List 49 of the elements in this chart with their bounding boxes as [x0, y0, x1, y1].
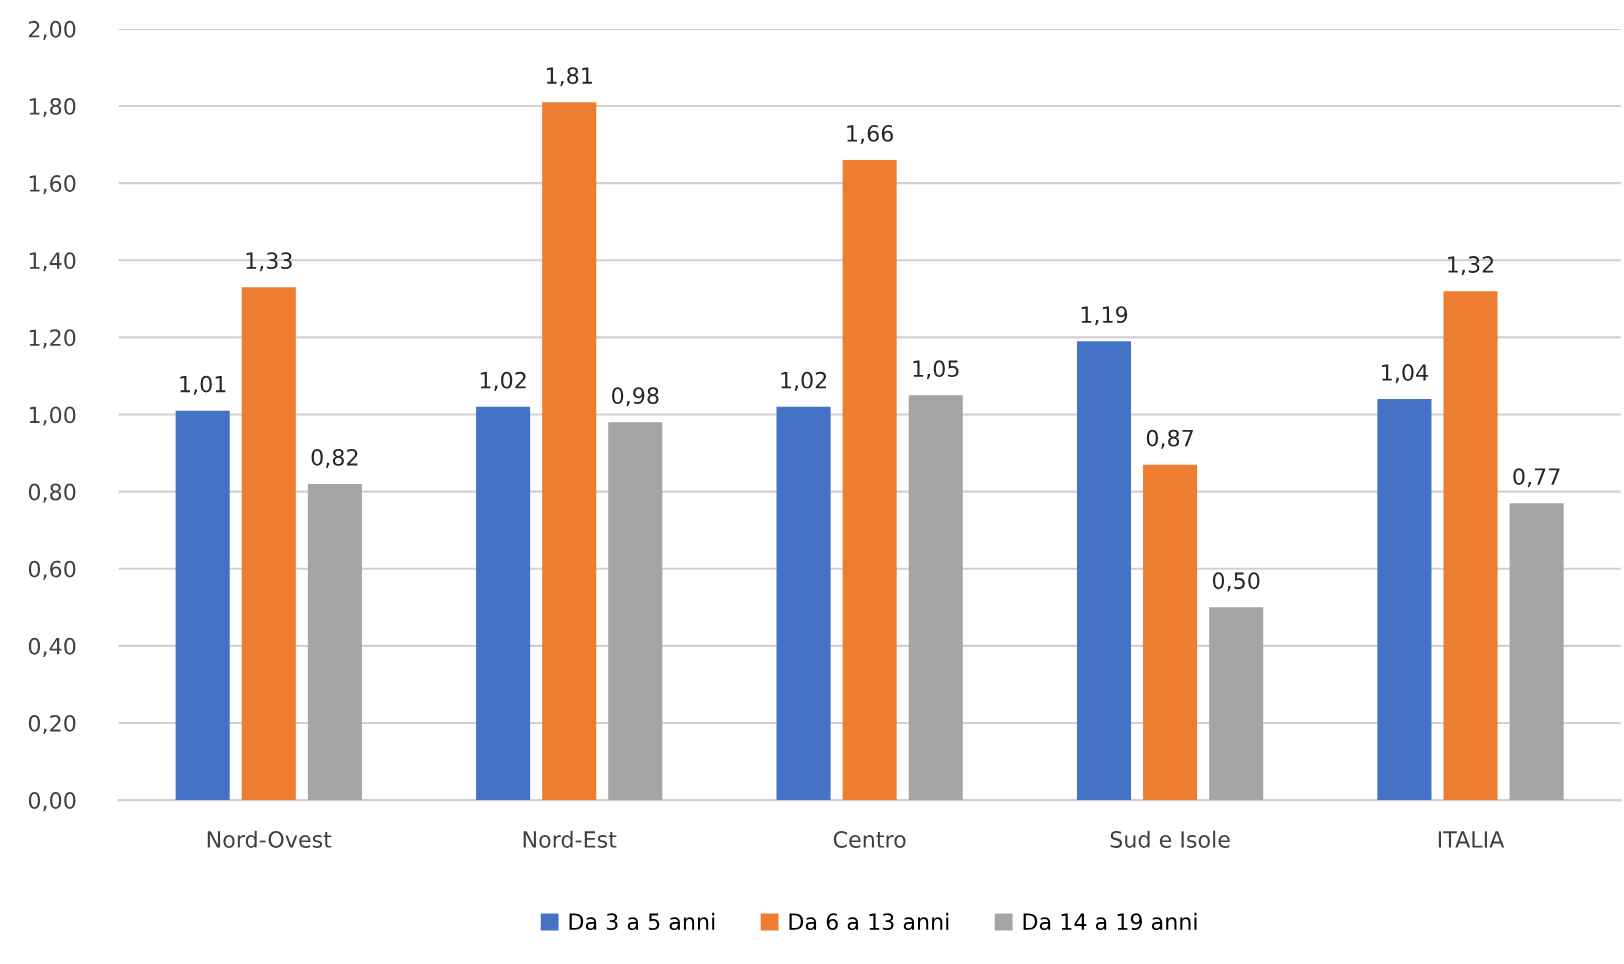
data-label: 1,32 [1448, 256, 1494, 276]
x-tick-label: ITALIA [1438, 831, 1505, 848]
data-label: 0,87 [1146, 429, 1193, 449]
bar [476, 406, 531, 801]
y-tick-label: 0,00 [28, 792, 76, 812]
bar [908, 395, 963, 801]
y-tick-label: 0,40 [28, 637, 76, 657]
bar [542, 102, 597, 801]
y-tick-label: 1,60 [29, 175, 76, 195]
bar [1076, 341, 1132, 801]
x-tick-label: Nord-Ovest [207, 830, 332, 848]
bar [776, 406, 831, 801]
data-label: 1,66 [847, 125, 893, 145]
bar [1443, 291, 1498, 801]
data-label: 0,98 [612, 387, 659, 407]
bar [241, 287, 296, 801]
data-label: 1,19 [1081, 306, 1128, 326]
data-label: 1,81 [546, 67, 592, 87]
bar [1209, 607, 1264, 801]
x-tick-label: Nord-Est [523, 830, 617, 848]
data-label: 0,77 [1513, 468, 1560, 488]
data-label: 1,04 [1382, 364, 1428, 384]
y-tick-label: 1,20 [29, 329, 76, 349]
y-tick-label: 1,00 [29, 406, 76, 426]
y-tick-label: 0,80 [28, 483, 76, 503]
data-label: 0,50 [1212, 572, 1260, 592]
bar [1143, 464, 1198, 801]
bar [307, 483, 362, 801]
y-tick-label: 0,60 [28, 560, 76, 580]
legend-label: Da 6 a 13 anni [789, 912, 949, 931]
bar [608, 422, 663, 801]
data-label: 1,33 [246, 252, 292, 272]
legend-label: Da 3 a 5 anni [569, 912, 715, 931]
data-label: 1,01 [180, 375, 226, 395]
y-tick-label: 0,20 [28, 714, 76, 735]
bar [1377, 399, 1432, 801]
data-label: 1,05 [913, 360, 959, 380]
x-tick-label: Sud e Isole [1110, 830, 1230, 848]
y-tick-label: 1,40 [29, 252, 76, 272]
bar [842, 160, 897, 801]
y-tick-label: 1,80 [29, 97, 76, 118]
data-label: 1,02 [480, 371, 526, 391]
bar [1509, 503, 1564, 801]
x-tick-label: Centro [833, 831, 906, 848]
y-tick-label: 2,00 [29, 20, 76, 40]
bar [175, 410, 230, 801]
data-label: 0,82 [311, 448, 358, 468]
legend-label: Da 14 a 19 anni [1023, 912, 1197, 931]
data-label: 1,02 [781, 371, 827, 391]
